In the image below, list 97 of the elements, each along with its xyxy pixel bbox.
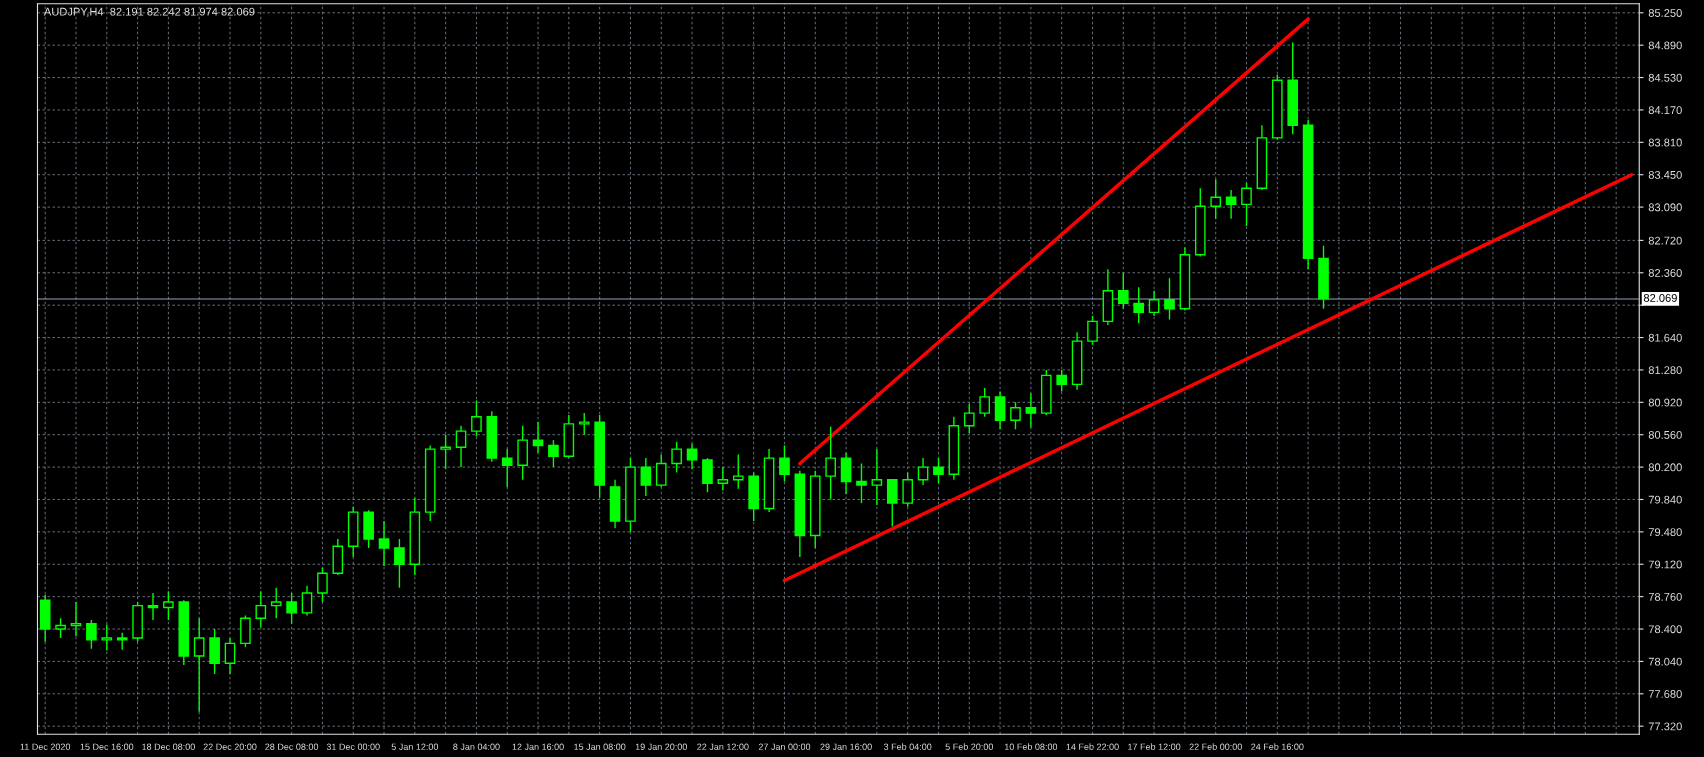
- candlestick: [979, 387, 990, 418]
- y-tick-label: 84.170: [1648, 106, 1682, 115]
- x-tick-label: 29 Jan 16:00: [820, 743, 872, 750]
- candlestick: [856, 462, 867, 504]
- y-tick-label: 79.480: [1648, 528, 1682, 537]
- candlestick: [717, 466, 729, 492]
- x-tick-label: 27 Jan 00:00: [758, 743, 811, 750]
- y-tick-label: 78.760: [1648, 592, 1682, 601]
- candlestick: [193, 617, 205, 713]
- y-tick-label: 80.920: [1648, 398, 1682, 407]
- x-tick-label: 17 Feb 12:00: [1128, 743, 1181, 750]
- y-tick-label: 77.320: [1648, 722, 1682, 731]
- x-tick-label: 14 Feb 22:00: [1066, 743, 1119, 750]
- x-tick-label: 3 Feb 04:00: [883, 743, 932, 750]
- candlestick: [640, 457, 652, 497]
- candlestick: [548, 439, 559, 468]
- candlestick: [301, 585, 313, 617]
- candlestick: [779, 444, 790, 483]
- candlestick: [994, 390, 1006, 431]
- x-tick-label: 18 Dec 08:00: [142, 743, 195, 750]
- y-tick-label: 84.530: [1648, 73, 1682, 82]
- candlestick: [1164, 277, 1175, 321]
- candlestick: [101, 623, 113, 652]
- x-tick-label: 15 Jan 08:00: [574, 743, 626, 750]
- y-tick-label: 77.680: [1648, 690, 1682, 698]
- candlestick: [270, 586, 282, 619]
- candlestick: [1210, 178, 1222, 220]
- y-tick-label: 84.890: [1648, 41, 1682, 50]
- candlestick: [1241, 182, 1252, 227]
- candlestick: [871, 448, 883, 506]
- candlestick: [70, 601, 82, 637]
- candlestick: [902, 471, 913, 508]
- candlestick: [702, 457, 713, 493]
- x-tick-label: 5 Jan 12:00: [391, 743, 439, 750]
- candlestick: [532, 421, 544, 454]
- candlestick: [1117, 272, 1129, 310]
- candlestick: [394, 538, 405, 589]
- y-tick-label: 81.280: [1648, 366, 1682, 375]
- y-tick-label: 83.450: [1648, 170, 1682, 179]
- x-tick-label: 10 Feb 08:00: [1004, 743, 1058, 750]
- candlestick: [963, 403, 975, 434]
- candlestick: [378, 520, 390, 567]
- x-tick-label: 22 Dec 20:00: [203, 743, 257, 750]
- candlestick: [286, 592, 297, 625]
- x-tick-label: 28 Dec 08:00: [265, 743, 319, 750]
- candlestick: [655, 453, 667, 488]
- y-tick-label: 81.640: [1648, 333, 1682, 342]
- candlestick: [671, 441, 682, 474]
- candlestick: [1225, 189, 1237, 220]
- candlestick: [732, 453, 744, 490]
- candlestick: [501, 448, 513, 488]
- candlestick: [917, 457, 929, 486]
- x-tick-label: 5 Feb 20:00: [945, 743, 994, 750]
- y-tick-label: 78.400: [1648, 625, 1682, 634]
- candlestick: [86, 619, 97, 650]
- candlestick: [1133, 286, 1145, 324]
- y-tick-label: 85.250: [1648, 9, 1682, 17]
- y-tick-label: 80.560: [1648, 430, 1682, 439]
- ref-line-label: 82.069: [1643, 294, 1677, 302]
- candlestick: [455, 425, 467, 468]
- y-tick-label: 82.360: [1648, 269, 1682, 277]
- x-tick-label: 22 Jan 12:00: [697, 743, 749, 750]
- x-tick-label: 31 Dec 00:00: [326, 743, 380, 750]
- candlestick: [1010, 401, 1021, 431]
- candlestick: [1025, 392, 1037, 429]
- candlestick: [840, 452, 852, 495]
- x-tick-label: 8 Jan 04:00: [453, 743, 500, 750]
- candlestick: [163, 590, 174, 621]
- y-tick-label: 83.810: [1648, 138, 1682, 147]
- candlestick: [1148, 290, 1160, 317]
- candlestick: [317, 567, 328, 603]
- candlestick: [255, 590, 267, 628]
- y-tick-label: 80.200: [1648, 463, 1682, 472]
- candlestick: [440, 434, 451, 470]
- candlestick: [224, 637, 236, 675]
- candlestick: [933, 457, 944, 484]
- candlestick: [147, 592, 159, 621]
- candlestick: [578, 412, 590, 436]
- x-tick-label: 24 Feb 16:00: [1251, 743, 1304, 750]
- candlestick: [886, 478, 898, 528]
- y-tick-label: 82.720: [1648, 236, 1682, 245]
- candlestick: [686, 443, 698, 470]
- chart-title: AUDJPY,H4 82.191 82.242 81.974 82.069: [43, 7, 255, 17]
- x-tick-label: 11 Dec 2020: [20, 743, 71, 750]
- x-tick-label: 12 Jan 16:00: [512, 743, 564, 750]
- x-tick-label: 15 Dec 16:00: [80, 743, 134, 750]
- y-tick-label: 79.840: [1648, 495, 1682, 504]
- candlestick: [471, 399, 482, 438]
- x-tick-label: 22 Feb 00:00: [1189, 743, 1242, 750]
- y-tick-label: 83.090: [1648, 203, 1682, 212]
- candlestick: [1056, 369, 1068, 393]
- y-tick-label: 79.120: [1648, 560, 1682, 569]
- candlestick: [825, 425, 836, 501]
- candlestick: [55, 617, 66, 639]
- y-tick-label: 78.040: [1648, 657, 1682, 666]
- candlestick: [1087, 315, 1098, 346]
- x-tick-label: 19 Jan 20:00: [635, 743, 687, 750]
